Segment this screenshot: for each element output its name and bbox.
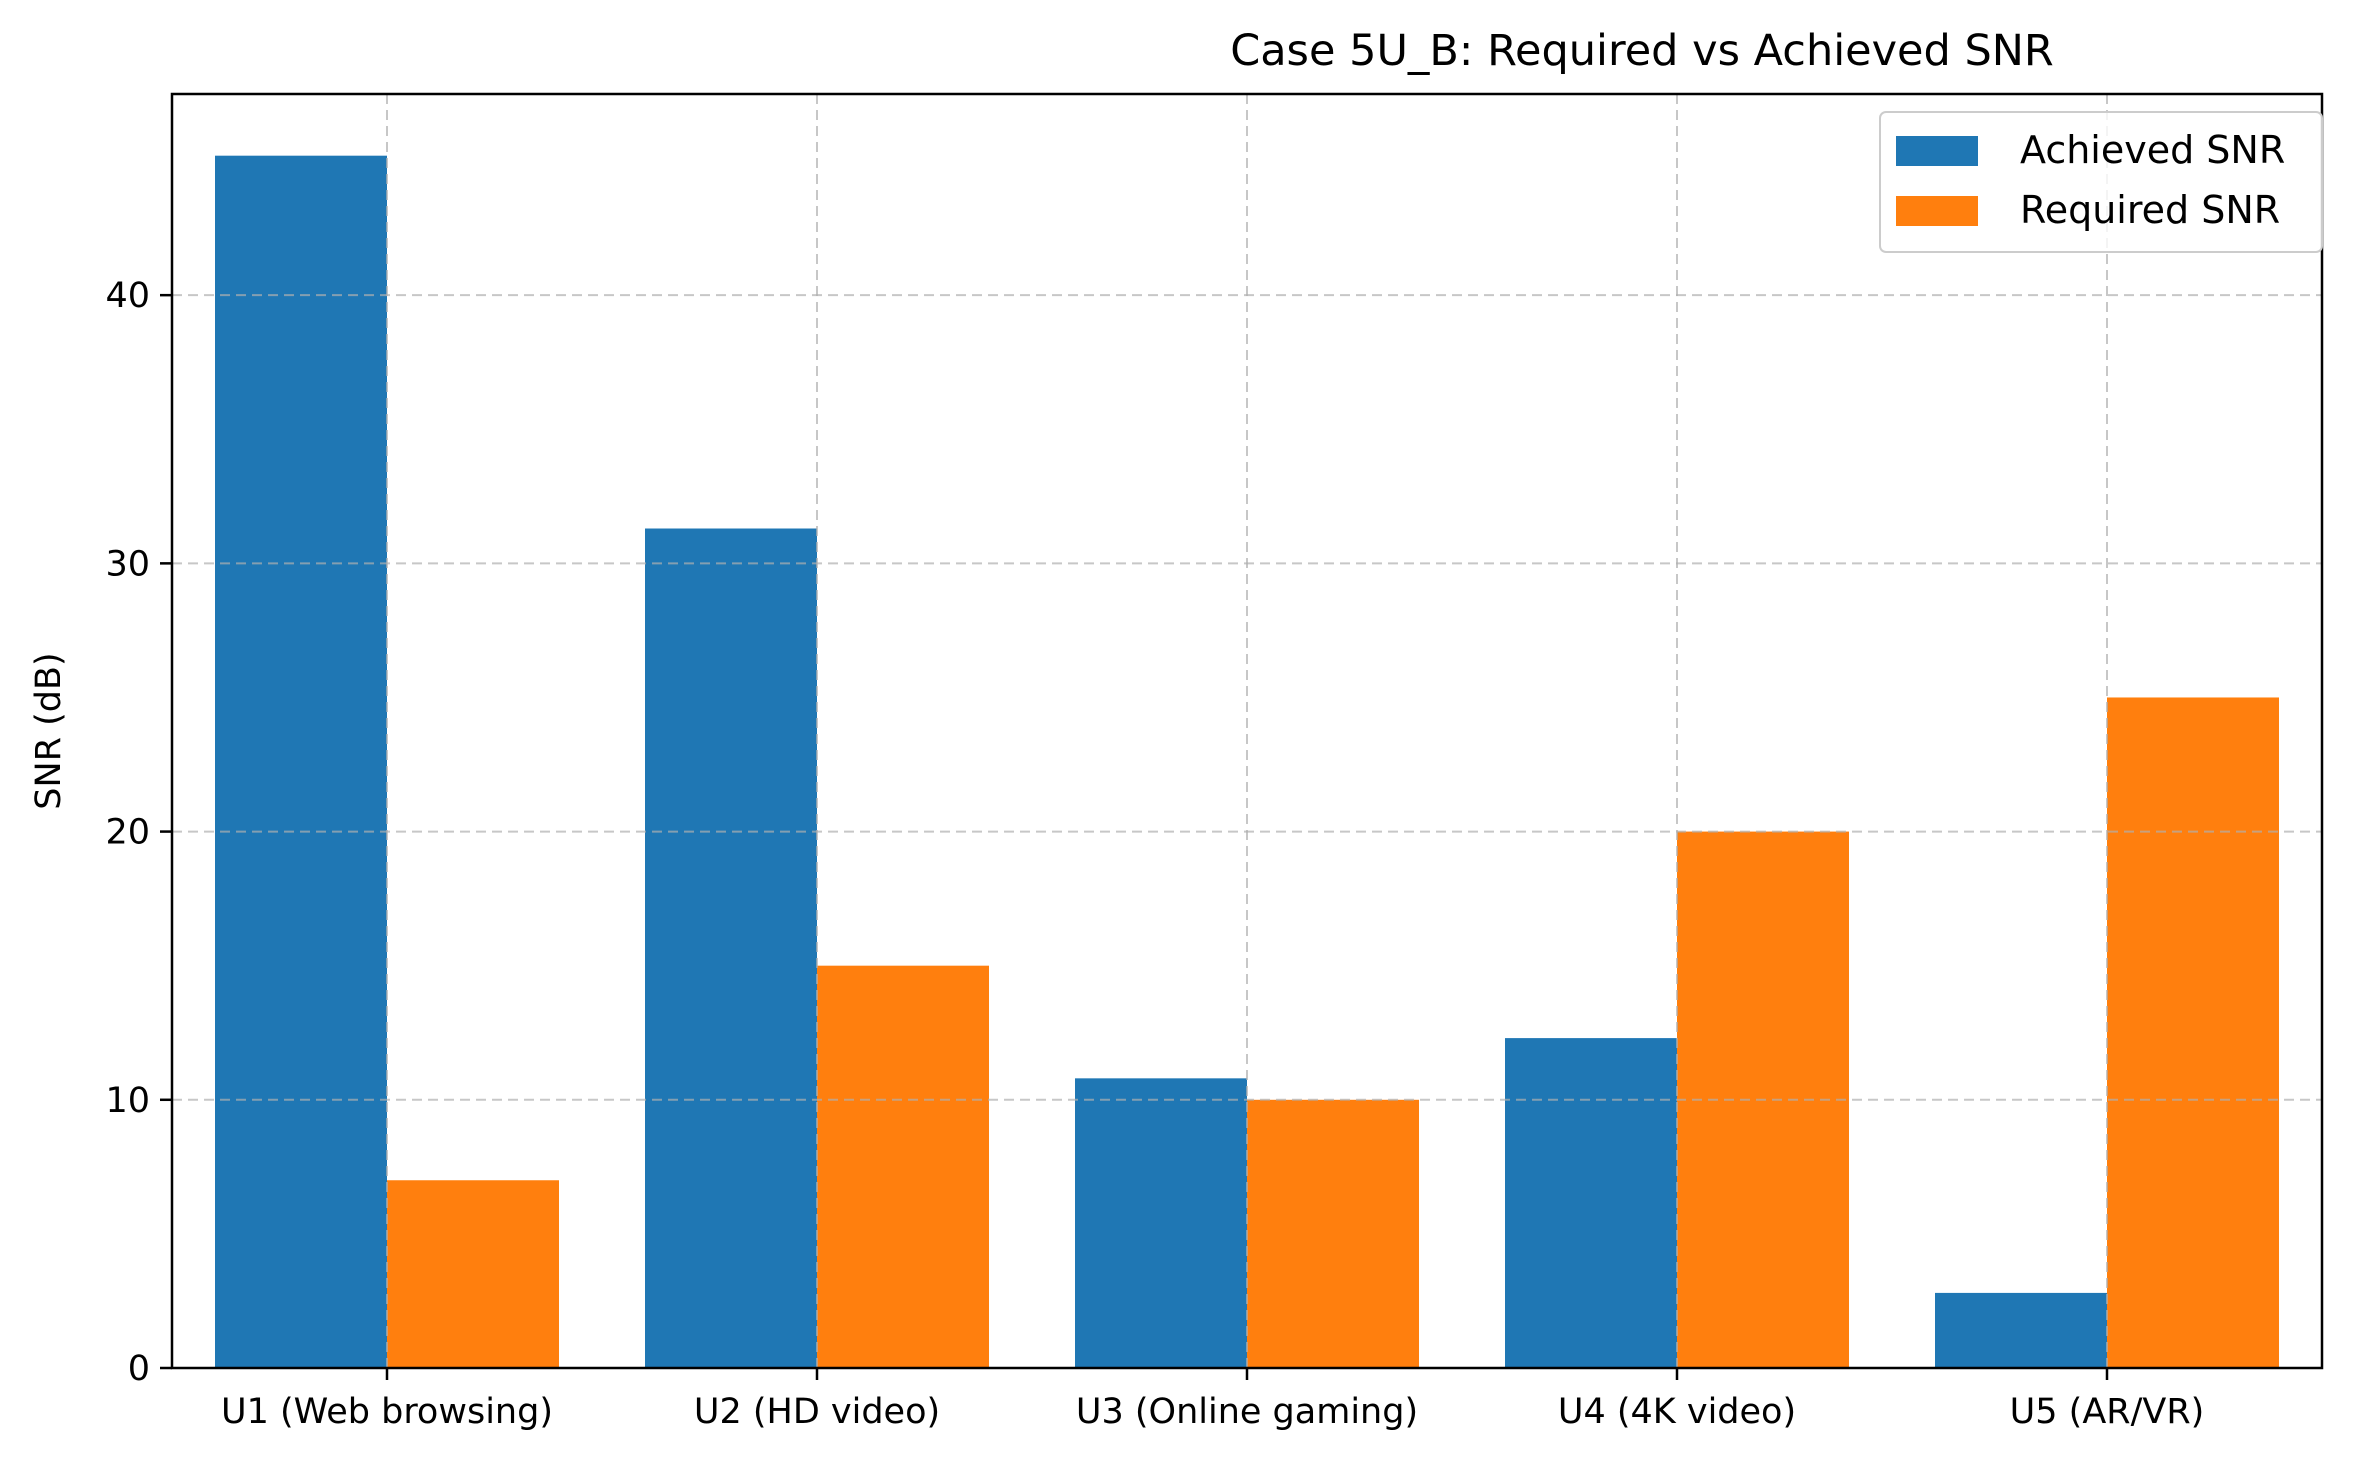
y-tick-label-40: 40 — [105, 276, 150, 316]
x-tick-label-4: U4 (4K video) — [1558, 1392, 1796, 1432]
bar-achieved-4 — [1505, 1038, 1677, 1368]
bar-required-2 — [817, 965, 989, 1368]
bar-achieved-5 — [1935, 1292, 2107, 1368]
x-tick-label-3: U3 (Online gaming) — [1076, 1392, 1418, 1432]
grid-lines — [172, 94, 2322, 1368]
y-tick-label-30: 30 — [105, 544, 150, 584]
tick-labels: 0 10 20 30 40 U1 (Web browsing) U2 (HD video) U… — [105, 276, 2204, 1432]
x-tick-label-1: U1 (Web browsing) — [221, 1392, 553, 1432]
bar-achieved-3 — [1075, 1078, 1247, 1368]
bar-achieved-2 — [645, 528, 817, 1368]
chart-title: Case 5U_B: Required vs Achieved SNR — [1230, 26, 2054, 76]
legend-swatch-2 — [1896, 196, 1978, 226]
legend-swatch-1 — [1896, 136, 1978, 166]
axes — [160, 92, 2324, 1380]
bars — [215, 155, 2279, 1368]
y-tick-label-10: 10 — [105, 1081, 150, 1121]
y-tick-label-0: 0 — [128, 1349, 150, 1389]
x-tick-label-2: U2 (HD video) — [694, 1392, 940, 1432]
y-axis-label: SNR (dB) — [29, 652, 69, 809]
legend-label-2: Required SNR — [2020, 188, 2280, 232]
bar-required-3 — [1247, 1099, 1419, 1368]
x-tick-label-5: U5 (AR/VR) — [2010, 1392, 2205, 1432]
legend-label-1: Achieved SNR — [2020, 128, 2285, 172]
y-tick-label-20: 20 — [105, 813, 150, 853]
bar-achieved-1 — [215, 155, 387, 1368]
legend: Achieved SNR Required SNR — [1879, 111, 2323, 253]
bar-required-5 — [2107, 697, 2279, 1368]
legend-box — [1879, 111, 2323, 253]
bar-required-1 — [387, 1180, 559, 1368]
